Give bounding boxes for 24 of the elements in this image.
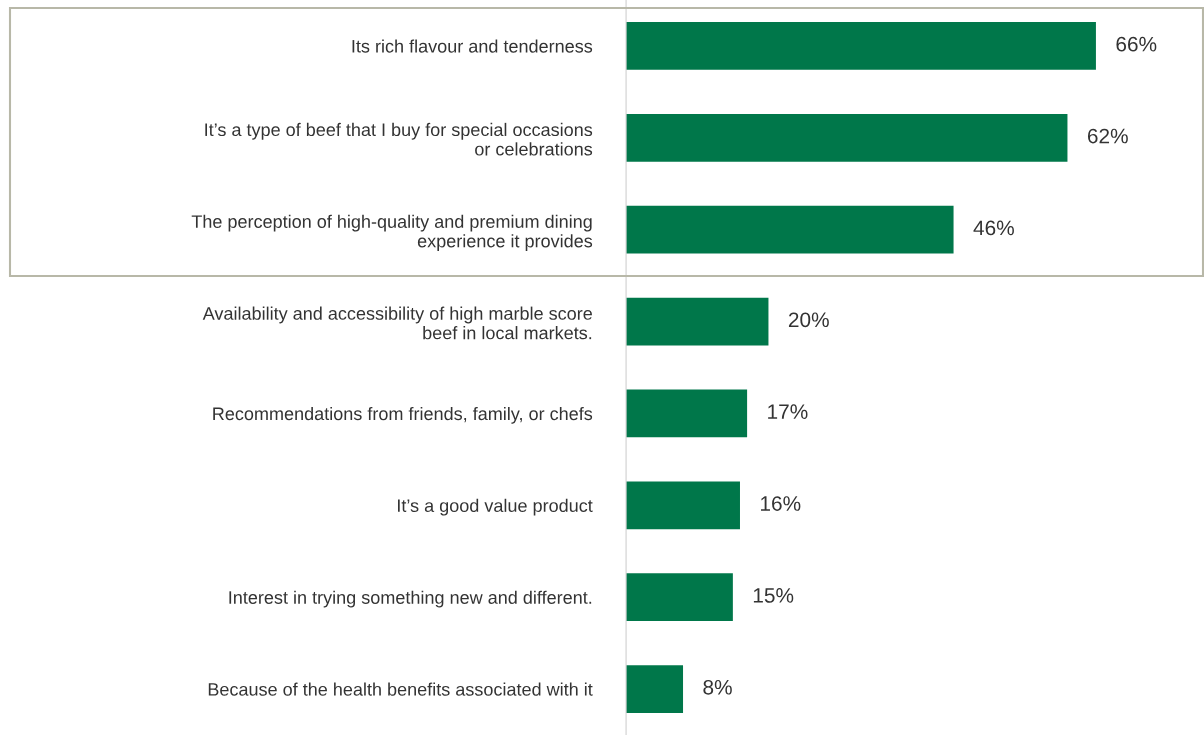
data-label: 8% bbox=[703, 679, 732, 695]
data-label: 66% bbox=[1116, 36, 1157, 52]
data-label: 17% bbox=[768, 404, 808, 419]
bar bbox=[626, 573, 733, 622]
bar bbox=[626, 113, 1068, 162]
bar bbox=[626, 22, 1096, 70]
y-tick-label: It’s a type of beef that I buy for special occasions or celebrations bbox=[205, 122, 593, 156]
y-tick-label: Because of the health benefits associated with it bbox=[208, 682, 593, 696]
y-tick-label: Interest in trying something new and different. bbox=[229, 590, 592, 608]
bar bbox=[626, 297, 769, 346]
bar bbox=[626, 205, 954, 254]
data-label: 20% bbox=[788, 312, 829, 328]
bar bbox=[626, 481, 740, 530]
y-tick-label: Recommendations from friends, family, or chefs bbox=[213, 406, 593, 424]
y-tick-label: Availability and accessibility of high marble score beef in local markets. bbox=[202, 306, 592, 340]
data-label: 46% bbox=[973, 220, 1014, 236]
y-tick-label: The perception of high-quality and premium dining experience it provides bbox=[191, 214, 593, 252]
y-tick-label: Its rich flavour and tenderness bbox=[352, 39, 593, 53]
bar bbox=[626, 665, 684, 713]
data-label: 15% bbox=[753, 588, 794, 603]
data-label: 16% bbox=[761, 496, 801, 511]
y-tick-label: It’s a good value product bbox=[398, 498, 593, 516]
data-label: 62% bbox=[1087, 128, 1128, 144]
bar bbox=[626, 389, 748, 438]
